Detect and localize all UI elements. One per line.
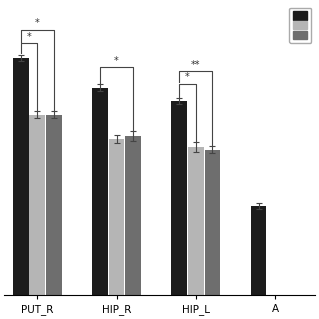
Text: *: * — [26, 32, 31, 42]
Text: **: ** — [191, 60, 201, 70]
Bar — [172, 101, 187, 295]
Bar — [125, 136, 141, 295]
Bar — [251, 206, 266, 295]
Text: *: * — [35, 19, 40, 28]
Bar — [46, 115, 62, 295]
Bar — [29, 115, 45, 295]
Text: *: * — [185, 72, 190, 82]
Bar — [109, 139, 124, 295]
Legend: , , : , , — [289, 8, 311, 43]
Bar — [92, 88, 108, 295]
Bar — [204, 150, 220, 295]
Bar — [13, 58, 28, 295]
Bar — [188, 147, 204, 295]
Text: *: * — [114, 56, 119, 66]
